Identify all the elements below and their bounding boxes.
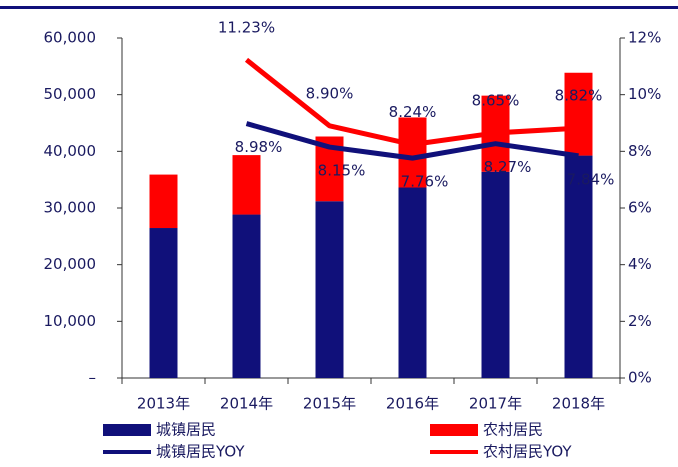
- data-label: 8.24%: [389, 103, 437, 121]
- data-label: 7.84%: [567, 170, 615, 188]
- y-tick-label: 20,000: [44, 255, 97, 273]
- y2-tick-label: 12%: [628, 29, 661, 47]
- data-label: 11.23%: [218, 18, 275, 36]
- data-label: 8.90%: [306, 84, 354, 102]
- data-label: 8.65%: [472, 91, 520, 109]
- bar: [232, 214, 261, 378]
- data-label: 8.15%: [318, 162, 366, 180]
- y2-tick-label: 10%: [628, 85, 661, 103]
- bar: [398, 187, 427, 378]
- line: [244, 57, 579, 148]
- y2-tick-label: 4%: [628, 255, 652, 273]
- legend-label: 农村居民: [483, 421, 543, 439]
- x-tick-label: 2018年: [552, 395, 605, 413]
- y2-tick-label: 0%: [628, 369, 652, 387]
- bar: [481, 171, 510, 378]
- bar: [564, 155, 593, 378]
- line: [245, 121, 579, 161]
- bar: [232, 155, 261, 215]
- legend-label: 城镇居民YOY: [156, 443, 245, 461]
- legend-swatch: [103, 424, 151, 436]
- y-tick-label: 60,000: [44, 29, 97, 47]
- bar: [398, 117, 427, 188]
- x-tick-label: 2014年: [220, 395, 273, 413]
- y2-tick-label: 2%: [628, 312, 652, 330]
- bar: [149, 174, 178, 229]
- bar: [564, 72, 593, 156]
- x-tick-label: 2017年: [469, 395, 522, 413]
- x-tick-label: 2013年: [137, 395, 190, 413]
- legend-label: 城镇居民: [156, 421, 216, 439]
- y2-tick-label: 6%: [628, 199, 652, 217]
- y-tick-label: 30,000: [44, 199, 97, 217]
- bar: [149, 228, 178, 378]
- data-label: 8.82%: [555, 87, 603, 105]
- bar: [315, 201, 344, 378]
- data-label: 7.76%: [401, 173, 449, 191]
- x-tick-label: 2016年: [386, 395, 439, 413]
- y-tick-label: 40,000: [44, 142, 97, 160]
- y-tick-label: 10,000: [44, 312, 97, 330]
- x-tick-label: 2015年: [303, 395, 356, 413]
- data-label: 8.27%: [484, 158, 532, 176]
- y2-tick-label: 8%: [628, 142, 652, 160]
- y-tick-label: 50,000: [44, 85, 97, 103]
- data-label: 8.98%: [235, 138, 283, 156]
- legend-label: 农村居民YOY: [483, 443, 572, 461]
- legend-swatch: [430, 424, 478, 436]
- y-tick-label: –: [89, 369, 97, 387]
- top-rule: [0, 6, 678, 9]
